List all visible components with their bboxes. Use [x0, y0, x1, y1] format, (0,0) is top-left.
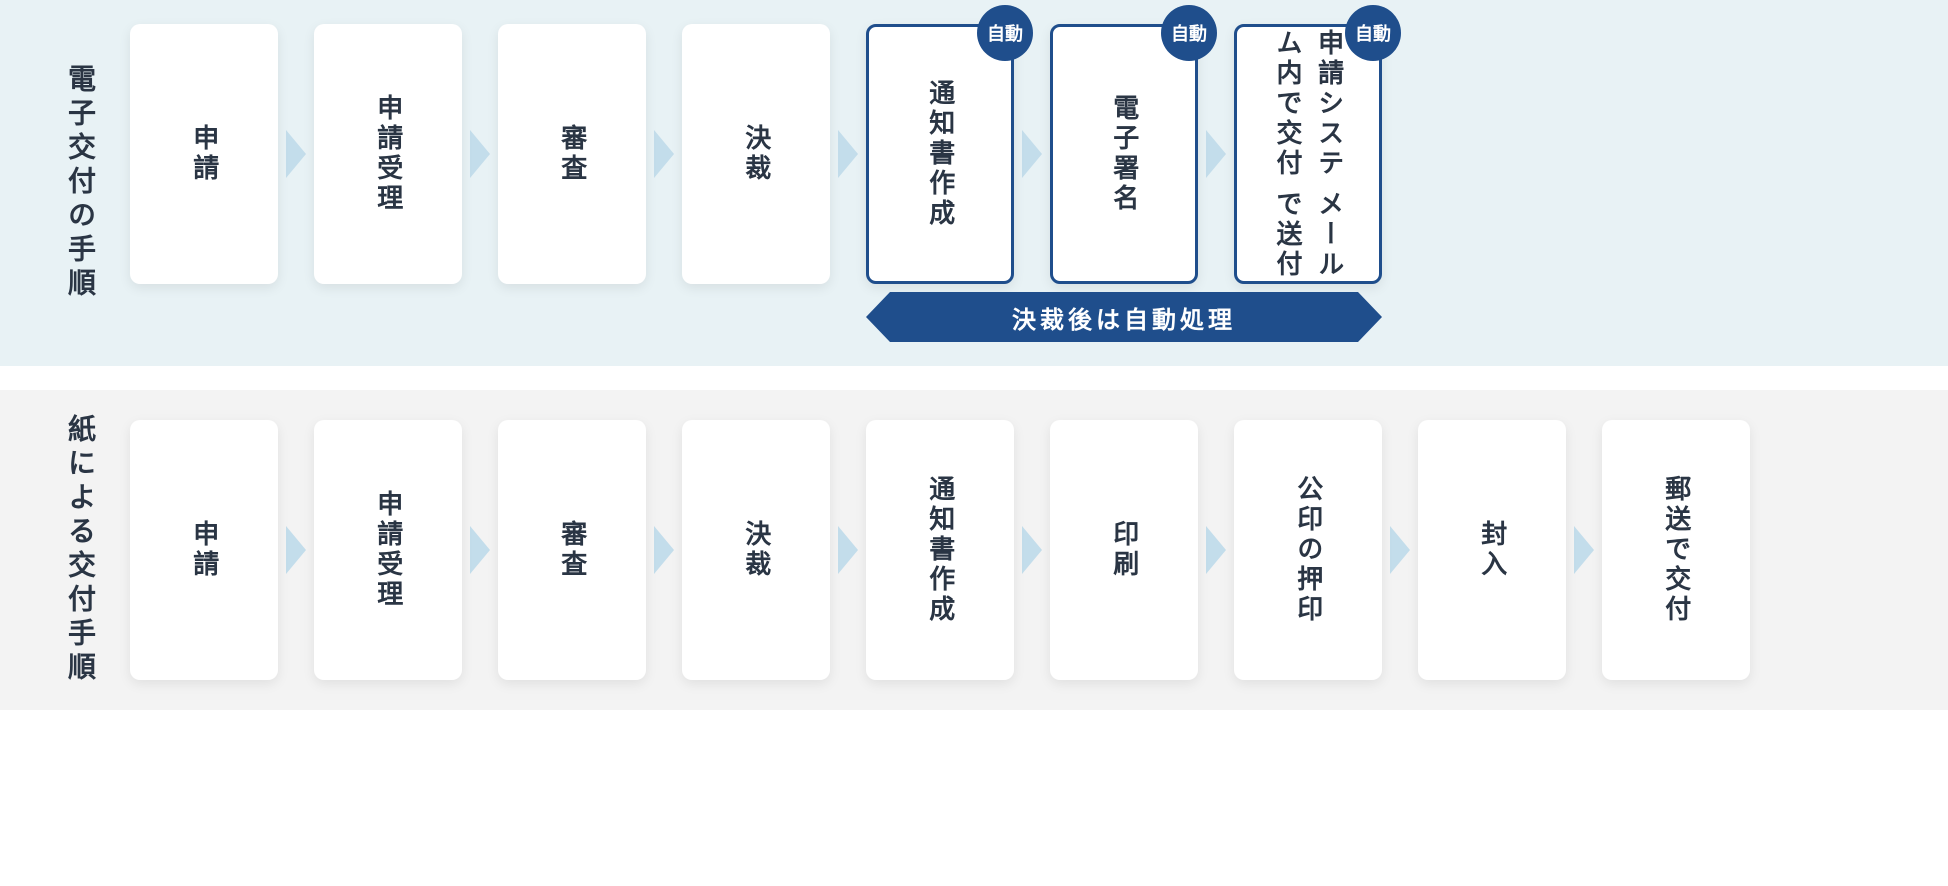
- auto-badge: 自動: [977, 5, 1033, 61]
- step-label: 封入: [1471, 520, 1513, 580]
- step-card: 申請: [130, 24, 278, 284]
- step-label: 申請受理: [367, 94, 409, 214]
- flow-arrow-icon: [654, 130, 674, 178]
- step-label: 決裁: [735, 520, 777, 580]
- paper-label: 紙による交付手順: [60, 414, 100, 686]
- step-label: 印刷: [1103, 520, 1145, 580]
- flow-arrow-icon: [286, 526, 306, 574]
- flow-arrow-icon: [1574, 526, 1594, 574]
- step-label: 電子署名: [1103, 94, 1145, 214]
- auto-process-banner: 決裁後は自動処理: [890, 292, 1358, 342]
- flow-arrow-icon: [286, 130, 306, 178]
- step-card: 審査: [498, 420, 646, 680]
- step-label: 決裁: [735, 124, 777, 184]
- step-card: 通知書作成: [866, 420, 1014, 680]
- step-card: 公印の押印: [1234, 420, 1382, 680]
- step-label: 通知書作成: [919, 475, 961, 625]
- paper-flow: 申請 申請受理 審査 決裁 通知書作成 印刷 公印の押印 封入 郵送で交付: [130, 420, 1908, 680]
- step-label: メールで送付申請システム内で交付: [1266, 27, 1349, 281]
- auto-badge: 自動: [1345, 5, 1401, 61]
- electronic-label: 電子交付の手順: [60, 64, 100, 302]
- flow-arrow-icon: [470, 130, 490, 178]
- electronic-section: 電子交付の手順 申請申請受理審査決裁通知書作成自動電子署名自動メールで送付申請シ…: [0, 0, 1948, 366]
- step-label: 申請: [183, 124, 225, 184]
- step-card: 決裁: [682, 24, 830, 284]
- step-label: 審査: [551, 124, 593, 184]
- step-label: 郵送で交付: [1655, 475, 1697, 625]
- step-card: 封入: [1418, 420, 1566, 680]
- paper-section: 紙による交付手順 申請 申請受理 審査 決裁 通知書作成 印刷 公印の押印 封入 郵送で交付: [0, 390, 1948, 710]
- step-card: 郵送で交付: [1602, 420, 1750, 680]
- step-label: 申請: [183, 520, 225, 580]
- flow-arrow-icon: [838, 526, 858, 574]
- step-card: 電子署名自動: [1050, 24, 1198, 284]
- flow-arrow-icon: [470, 526, 490, 574]
- flow-arrow-icon: [1206, 130, 1226, 178]
- step-card: 審査: [498, 24, 646, 284]
- electronic-flow: 申請 申請受理 審査 決裁 通知書作成自動電子署名自動メールで送付申請システム内で交付自…: [130, 24, 1908, 284]
- step-card: 通知書作成自動: [866, 24, 1014, 284]
- flow-arrow-icon: [1022, 130, 1042, 178]
- flow-arrow-icon: [654, 526, 674, 574]
- step-card: 申請受理: [314, 420, 462, 680]
- step-card: 印刷: [1050, 420, 1198, 680]
- step-label: 審査: [551, 520, 593, 580]
- flow-arrow-icon: [1390, 526, 1410, 574]
- step-card: メールで送付申請システム内で交付自動: [1234, 24, 1382, 284]
- step-card: 申請受理: [314, 24, 462, 284]
- step-label: 申請受理: [367, 490, 409, 610]
- step-card: 決裁: [682, 420, 830, 680]
- auto-badge: 自動: [1161, 5, 1217, 61]
- step-card: 申請: [130, 420, 278, 680]
- flow-arrow-icon: [1022, 526, 1042, 574]
- step-label: 公印の押印: [1287, 475, 1329, 625]
- step-label: 通知書作成: [919, 79, 961, 229]
- flow-arrow-icon: [1206, 526, 1226, 574]
- flow-arrow-icon: [838, 130, 858, 178]
